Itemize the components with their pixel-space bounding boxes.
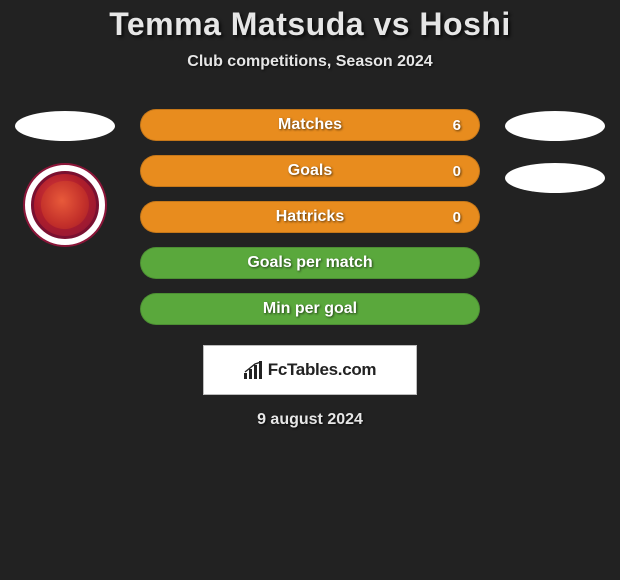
player-right-column xyxy=(500,109,610,193)
player-left-avatar-placeholder xyxy=(15,111,115,141)
player-right-avatar-placeholder xyxy=(505,111,605,141)
comparison-card: Temma Matsuda vs Hoshi Club competitions… xyxy=(0,0,620,429)
stat-label: Hattricks xyxy=(276,208,344,226)
branding-label: FcTables.com xyxy=(268,360,377,380)
stat-bar-hattricks: Hattricks 0 xyxy=(140,201,480,233)
page-title: Temma Matsuda vs Hoshi xyxy=(109,6,511,43)
bars-signal-icon xyxy=(244,361,264,379)
page-subtitle: Club competitions, Season 2024 xyxy=(187,53,432,71)
stat-value: 6 xyxy=(453,117,461,134)
stat-label: Goals xyxy=(288,162,332,180)
stat-value: 0 xyxy=(453,163,461,180)
footer-date: 9 august 2024 xyxy=(257,411,363,429)
stat-bar-min-per-goal: Min per goal xyxy=(140,293,480,325)
player-left-column xyxy=(10,109,120,247)
stat-bar-goals: Goals 0 xyxy=(140,155,480,187)
content-row: Matches 6 Goals 0 Hattricks 0 Goals per … xyxy=(0,109,620,339)
stat-bar-goals-per-match: Goals per match xyxy=(140,247,480,279)
stat-label: Min per goal xyxy=(263,300,357,318)
stats-column: Matches 6 Goals 0 Hattricks 0 Goals per … xyxy=(140,109,480,339)
stat-bar-matches: Matches 6 xyxy=(140,109,480,141)
stat-label: Matches xyxy=(278,116,342,134)
stat-value: 0 xyxy=(453,209,461,226)
club-badge-left xyxy=(23,163,107,247)
branding-box[interactable]: FcTables.com xyxy=(203,345,417,395)
stat-label: Goals per match xyxy=(247,254,372,272)
club-right-badge-placeholder xyxy=(505,163,605,193)
branding-inner: FcTables.com xyxy=(244,360,377,380)
